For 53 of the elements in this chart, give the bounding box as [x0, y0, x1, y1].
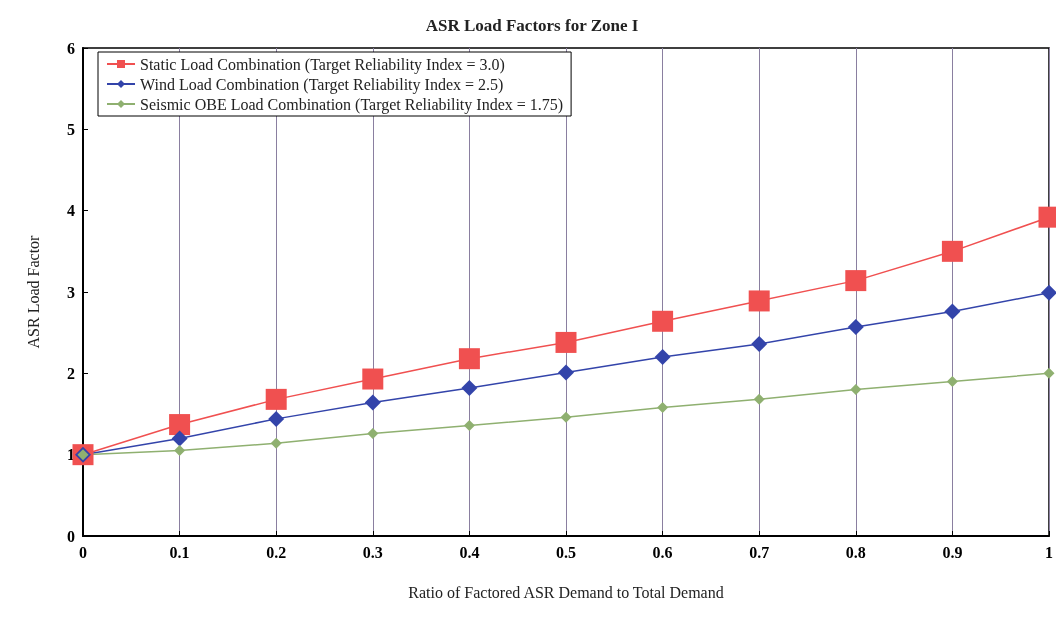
legend-label: Static Load Combination (Target Reliability Index = 3.0) — [140, 55, 505, 74]
x-axis-title: Ratio of Factored ASR Demand to Total Demand — [408, 583, 724, 601]
x-tick-label: 0.4 — [459, 543, 480, 561]
y-tick-label: 0 — [67, 527, 75, 545]
point — [270, 437, 282, 449]
point — [847, 318, 864, 335]
point — [268, 410, 285, 427]
point — [941, 240, 963, 262]
point — [265, 388, 287, 410]
y-axis-title: ASR Load Factor — [24, 234, 42, 349]
point — [753, 393, 765, 405]
x-tick-label: 0.3 — [362, 543, 383, 561]
point — [1043, 367, 1055, 379]
legend-label: Wind Load Combination (Target Reliability Index = 2.5) — [140, 75, 504, 94]
point — [946, 375, 958, 387]
legend-label: Seismic OBE Load Combination (Target Reliability Index = 1.75) — [140, 95, 564, 114]
y-tick-label: 6 — [67, 39, 75, 57]
point — [364, 394, 381, 411]
point — [751, 336, 768, 353]
chart-title: ASR Load Factors for Zone I — [425, 16, 639, 35]
point — [171, 430, 188, 447]
x-tick-label: 0.7 — [749, 543, 770, 561]
point — [458, 348, 480, 370]
point — [461, 379, 478, 396]
x-tick-label: 0.2 — [266, 543, 287, 561]
point — [169, 414, 191, 436]
point — [1041, 284, 1056, 301]
y-tick-label: 5 — [67, 120, 75, 138]
x-tick-label: 0.1 — [169, 543, 190, 561]
point — [558, 364, 574, 381]
y-tick-label: 1 — [67, 446, 75, 464]
y-tick-label: 4 — [67, 202, 75, 220]
y-tick-label: 3 — [67, 283, 75, 301]
point — [560, 411, 572, 423]
x-tick-label: 0.8 — [845, 543, 866, 561]
x-tick-label: 0.5 — [556, 543, 576, 561]
x-tick-label: 1 — [1045, 543, 1053, 561]
x-tick-label: 0 — [79, 543, 87, 561]
point — [555, 331, 577, 353]
point — [652, 310, 674, 332]
point — [850, 384, 862, 396]
x-tick-label: 0.6 — [652, 543, 673, 561]
point — [463, 419, 475, 431]
point — [944, 303, 961, 320]
point — [654, 349, 671, 366]
point — [748, 290, 770, 312]
point — [367, 428, 379, 440]
y-tick-label: 2 — [67, 364, 75, 382]
x-tick-label: 0.9 — [942, 543, 963, 561]
point — [174, 445, 186, 457]
point — [845, 270, 867, 292]
point — [657, 401, 669, 413]
point — [362, 368, 384, 390]
